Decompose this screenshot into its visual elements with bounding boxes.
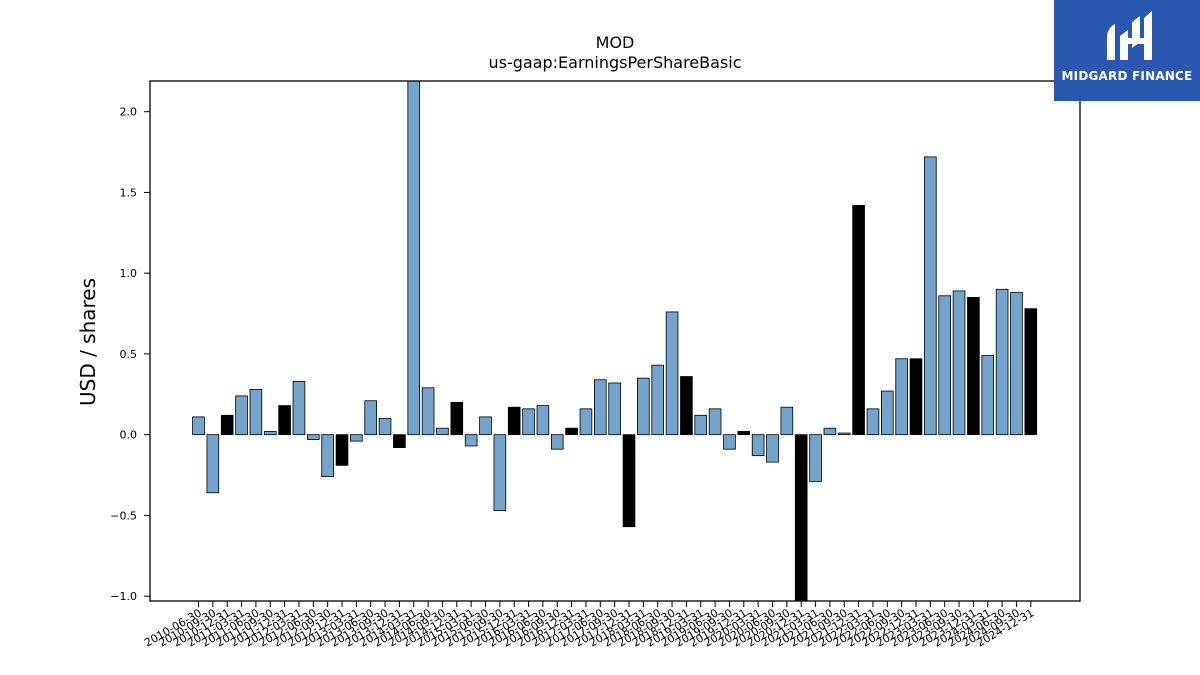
bar [220,414,234,436]
y-tick-label: −1.0 [110,590,137,603]
bar [493,434,507,511]
y-tick-label: 0.0 [120,429,138,442]
bar [866,408,880,436]
chart-title: MOD [596,33,635,52]
bar [751,434,765,457]
bar [1024,308,1038,436]
bar [766,434,779,463]
bar [464,434,478,447]
bar [794,434,808,602]
bar [321,434,334,478]
bar [852,204,865,436]
bar [292,380,306,436]
bar [637,377,650,436]
bar [665,311,679,436]
bar [579,408,593,436]
y-tick-label: 1.0 [120,267,138,280]
bar [723,434,736,450]
bar [393,434,406,448]
bar [335,434,349,466]
bar [737,431,751,436]
x-ticks: 2010-06-302010-09-302010-12-312011-03-31… [142,601,1036,650]
y-tick-label: 0.5 [120,348,138,361]
bar [407,80,421,436]
bar [550,434,564,450]
y-axis-label: USD / shares [76,278,100,406]
bar [263,431,277,436]
bar [536,405,550,436]
y-ticks: −1.0 −0.5 0.0 0.5 1.0 1.5 2.0 [110,106,150,603]
bar [938,295,951,436]
bars-group [192,80,1038,602]
bar [680,376,693,436]
bar [479,416,492,436]
bar [694,414,708,436]
bar [350,434,363,442]
bar [967,296,980,436]
bar [881,390,894,436]
bar [952,290,966,436]
bar [1010,292,1023,436]
bar [809,434,822,482]
midgard-logo-icon [1107,11,1152,60]
bar [192,416,205,436]
bar [995,288,1009,436]
bar [780,406,794,436]
bar [924,156,937,436]
plot-frame [149,80,1081,602]
brand-logo: MIDGARD FINANCE [1054,0,1200,101]
chart-subtitle: us-gaap:EarningsPerShareBasic [488,53,741,72]
bar [235,395,248,436]
y-tick-label: 2.0 [120,106,138,119]
y-tick-label: 1.5 [120,186,138,199]
bar [608,382,621,436]
bar [895,358,908,436]
bar [436,427,449,436]
bar [206,434,220,494]
bar [450,401,464,436]
bar [823,427,837,436]
bar [594,379,607,436]
bar [565,427,578,436]
bar [651,364,664,436]
bar [249,389,263,436]
bar [421,387,435,436]
bar [278,405,291,436]
bar [981,355,995,436]
bar [306,434,320,440]
bar [364,400,377,436]
y-tick-label: −0.5 [110,509,137,522]
bar [378,418,392,436]
bar [622,434,636,528]
bar [708,408,722,436]
bar [522,408,535,436]
bar [909,358,923,436]
bar [507,406,521,436]
bar [837,432,851,436]
brand-name: MIDGARD FINANCE [1061,69,1193,83]
